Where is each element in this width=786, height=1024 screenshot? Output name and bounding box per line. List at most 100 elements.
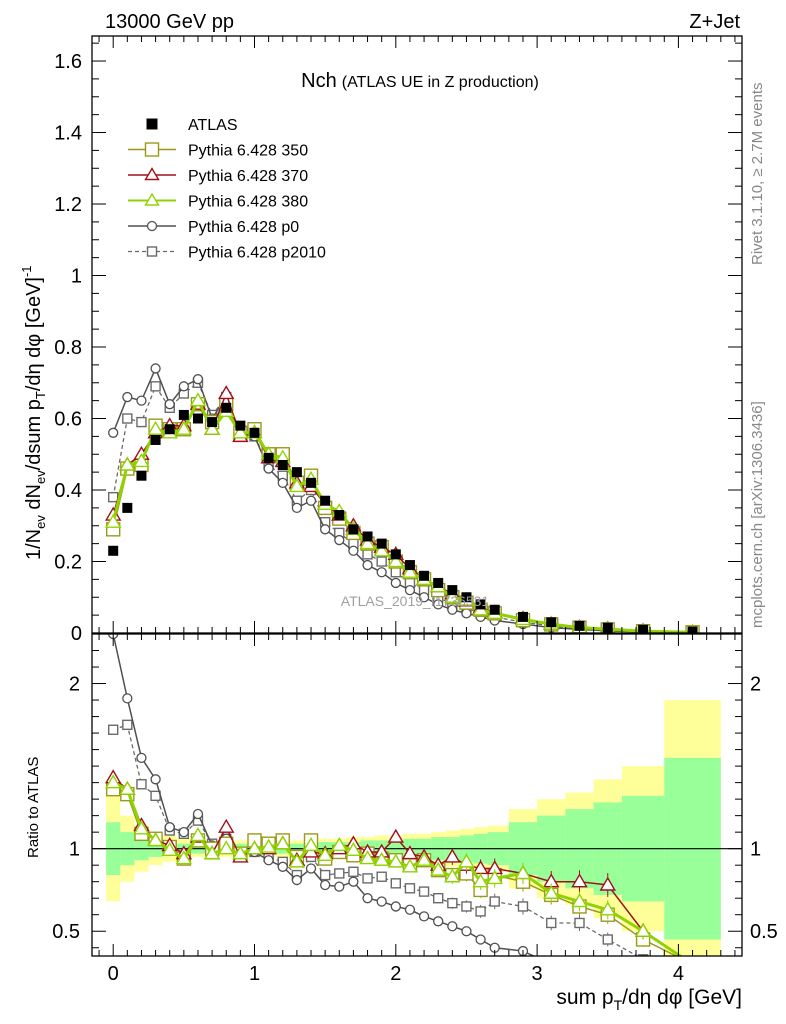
main-p380-point <box>401 563 419 578</box>
ratio-p2010-point <box>362 873 373 884</box>
ratio-p380-point <box>161 841 178 857</box>
main-p0-point <box>122 391 133 403</box>
main-p0-point <box>178 381 189 392</box>
ratio-p2010-point <box>150 790 161 802</box>
ratio-p380-point <box>401 858 419 873</box>
main-p0-point <box>291 502 303 514</box>
main-atlas-point <box>207 417 218 428</box>
ratio-p2010-point <box>688 976 697 985</box>
main-atlas-point <box>546 617 557 628</box>
main-p0-point <box>263 463 274 474</box>
legend-marker-p0 <box>146 220 158 232</box>
main-p380-point <box>147 420 164 435</box>
main-atlas-point <box>638 624 649 633</box>
main-atlas-point <box>136 470 147 481</box>
legend-marker-p380 <box>144 192 160 206</box>
ratio-p380-point <box>543 884 560 899</box>
ratio-p380-point <box>302 836 320 852</box>
legend-marker-atlas <box>146 118 158 130</box>
ratio-p380-point <box>288 853 306 868</box>
ratio-p350-point <box>686 958 699 971</box>
main-p2010-point <box>376 556 387 567</box>
ratio-p370-point <box>444 848 461 863</box>
main-atlas-point <box>235 420 246 431</box>
main-atlas-point <box>447 585 458 596</box>
ratio-p380-point <box>486 870 503 885</box>
ratio-p2010-point <box>334 868 345 879</box>
main-p0-point <box>334 534 345 546</box>
ratio-p2010-point <box>418 886 430 897</box>
ratio-p380-point <box>260 838 277 853</box>
y-tick-label-top: 1 <box>71 266 82 288</box>
x-tick-label: 3 <box>532 963 543 985</box>
ratio-p0-point <box>461 926 472 937</box>
ratio-p0-point <box>263 855 274 866</box>
main-atlas-point <box>348 524 359 535</box>
main-atlas-point <box>461 592 472 603</box>
ratio-p0-point <box>447 921 458 932</box>
main-p380-point <box>288 478 306 493</box>
ratio-p2010-point <box>489 896 500 907</box>
ratio-p2010-point <box>404 883 416 894</box>
main-p2010-point <box>122 413 133 424</box>
main-p0-point <box>192 374 204 385</box>
ratio-p2010-point <box>432 893 444 904</box>
legend-label-p2010: Pythia 6.428 p2010 <box>188 245 326 262</box>
main-atlas-point <box>221 402 232 413</box>
ratio-p2010-point <box>390 878 402 889</box>
ratio-p2010-point <box>475 906 486 917</box>
ratio-p370-point <box>571 873 588 888</box>
main-atlas-point <box>291 467 302 478</box>
main-p380-point <box>387 553 405 568</box>
ratio-p2010-point <box>517 901 529 912</box>
main-p380-point <box>119 456 136 471</box>
ratio-p380-point <box>373 851 390 866</box>
main-p380-point <box>189 392 207 407</box>
ratio-p0-point <box>164 822 175 833</box>
header-left: 13000 GeV pp <box>105 11 234 33</box>
main-p380-point <box>373 542 390 557</box>
ratio-p380-point <box>331 836 348 852</box>
ratio-p380-point <box>599 901 616 916</box>
y-tick-label-ratio-right: 0.5 <box>750 921 778 943</box>
legend-marker-p350 <box>144 142 160 157</box>
main-p0-point <box>418 592 430 603</box>
ratio-p380-point <box>514 865 532 880</box>
main-p380-point <box>232 424 249 439</box>
legend: ATLAS Pythia 6.428 350 Pythia 6.428 370 Pyt… <box>128 117 326 262</box>
x-axis-label: sum pT/dη dφ [GeV] <box>556 986 742 1013</box>
ratio-plot-frame <box>91 633 743 957</box>
ratio-p380-point <box>359 850 376 865</box>
ratio-p380-point <box>345 841 362 857</box>
ratio-p0-point <box>603 976 612 985</box>
ratio-p2010-point <box>574 917 585 929</box>
ratio-p2010-point <box>461 901 472 912</box>
main-atlas-point <box>334 510 345 521</box>
main-p0-point <box>305 495 317 506</box>
ratio-p0-point <box>305 863 317 874</box>
analysis-watermark: ATLAS_2019_I1736531 <box>341 593 490 609</box>
y-tick-label-ratio-left: 1 <box>69 839 80 861</box>
main-atlas-point <box>489 604 500 615</box>
ratio-p380-point <box>571 893 588 908</box>
legend-marker-p2010 <box>146 246 158 257</box>
main-p0-point <box>404 584 416 596</box>
ratio-p2010-point <box>602 934 613 945</box>
ratio-p0-point <box>178 827 189 838</box>
main-atlas-point <box>306 477 317 488</box>
ratio-p370-point <box>599 876 616 891</box>
main-p0-point <box>277 477 288 489</box>
main-p2010-point <box>390 567 402 578</box>
y-axis-label-top: 1/Nev dNev/dsum pT/dη dφ [GeV]-1 <box>19 265 48 560</box>
ratio-p380-point <box>444 868 461 883</box>
y-tick-label-top: 1.2 <box>54 194 82 216</box>
main-p0-point <box>461 608 472 619</box>
ratio-p380-point <box>472 873 489 888</box>
ratio-p380-point <box>246 840 263 855</box>
main-atlas-point <box>178 409 189 420</box>
main-p0-point <box>390 577 401 589</box>
ratio-p380-point <box>119 780 136 795</box>
main-atlas-point <box>362 531 373 542</box>
ratio-p0-point <box>433 916 444 927</box>
